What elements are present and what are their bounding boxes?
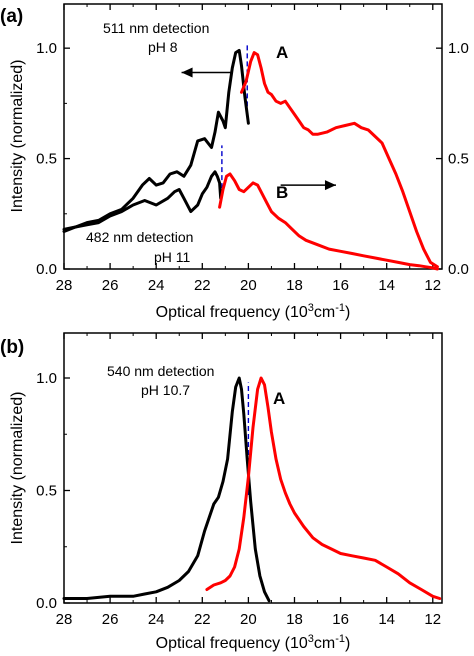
series-line-b-emission bbox=[218, 172, 439, 271]
x-tick-label: 28 bbox=[56, 277, 73, 294]
panel-b-annotation-top-line1: 540 nm detection bbox=[107, 363, 214, 379]
x-tick-label: 26 bbox=[102, 277, 119, 294]
panel-a-annotation-bottom-line1: 482 nm detection bbox=[86, 229, 193, 245]
x-tick-label: 16 bbox=[332, 611, 349, 628]
x-tick-label: 16 bbox=[332, 277, 349, 294]
panel-a-annotation-top-line2: pH 8 bbox=[148, 39, 178, 55]
panel-a: (a) 28 26 24 22 20 18 16 14 12 0.0 0.5 1.0 0.0 0.5 1… bbox=[0, 3, 469, 321]
direction-arrow-head bbox=[324, 180, 336, 191]
panel-b-y-axis-label: Intensity (normalized) bbox=[9, 392, 26, 545]
panel-b-y-ticks: 0.0 0.5 1.0 bbox=[36, 370, 70, 612]
panel-a-y-ticks-right: 0.0 0.5 1.0 bbox=[436, 40, 469, 278]
panel-b-x-ticks: 28 26 24 22 20 18 16 14 12 bbox=[56, 333, 441, 628]
y-tick-label: 0.0 bbox=[36, 595, 57, 612]
x-tick-label: 20 bbox=[240, 277, 257, 294]
x-tick-label: 14 bbox=[378, 277, 395, 294]
series-line-emission bbox=[205, 376, 442, 600]
y-tick-label: 0.5 bbox=[36, 483, 57, 500]
x-tick-label: 12 bbox=[424, 611, 441, 628]
x-tick-label: 24 bbox=[148, 611, 165, 628]
x-tick-label: 26 bbox=[102, 611, 119, 628]
y-tick-label: 0.5 bbox=[36, 151, 57, 168]
panel-a-curve-label-a: A bbox=[276, 43, 288, 62]
y-right-tick-label: 1.0 bbox=[448, 40, 469, 57]
panel-a-curve-label-b: B bbox=[276, 183, 288, 202]
x-tick-label: 18 bbox=[286, 277, 303, 294]
series-line-a-excitation bbox=[62, 48, 250, 233]
panel-a-x-axis-label: Optical frequency (103cm-1) bbox=[156, 302, 351, 321]
series-line-b-excitation bbox=[62, 170, 223, 231]
series-line-a-emission bbox=[240, 51, 439, 269]
x-tick-label: 14 bbox=[378, 611, 395, 628]
x-tick-label: 22 bbox=[194, 611, 211, 628]
panel-a-label: (a) bbox=[0, 6, 23, 27]
x-tick-label: 28 bbox=[56, 611, 73, 628]
y-tick-label: 1.0 bbox=[36, 370, 57, 387]
x-tick-label: 18 bbox=[286, 611, 303, 628]
panel-b-curve-label-a: A bbox=[273, 389, 285, 408]
direction-arrow-head bbox=[181, 67, 193, 78]
panel-a-annotation-bottom-line2: pH 11 bbox=[154, 249, 191, 265]
panel-a-series bbox=[62, 48, 439, 271]
x-tick-label: 12 bbox=[424, 277, 441, 294]
panel-b: (b) 28 26 24 22 20 18 16 14 12 0.0 0.5 1.0 540 nm … bbox=[0, 332, 443, 652]
panel-a-annotation-top-line1: 511 nm detection bbox=[103, 20, 209, 36]
panel-a-x-ticks: 28 26 24 22 20 18 16 14 12 bbox=[56, 4, 441, 294]
x-tick-label: 24 bbox=[148, 277, 165, 294]
panel-a-plot-frame bbox=[63, 3, 443, 270]
y-right-tick-label: 0.5 bbox=[448, 151, 469, 168]
panel-b-annotation-top-line2: pH 10.7 bbox=[141, 382, 190, 398]
panel-b-plot-frame bbox=[63, 332, 443, 604]
panel-b-label: (b) bbox=[0, 337, 24, 358]
y-tick-label: 0.0 bbox=[36, 261, 57, 278]
panel-b-series bbox=[62, 376, 442, 603]
x-tick-label: 22 bbox=[194, 277, 211, 294]
panel-a-y-ticks-left: 0.0 0.5 1.0 bbox=[36, 40, 70, 278]
x-tick-label: 20 bbox=[240, 611, 257, 628]
panel-a-arrows bbox=[181, 67, 336, 191]
series-line-excitation bbox=[62, 376, 271, 603]
y-right-tick-label: 0.0 bbox=[448, 261, 469, 278]
panel-b-x-axis-label: Optical frequency (103cm-1) bbox=[156, 633, 351, 652]
panel-a-y-axis-label: Intensity (normalized) bbox=[9, 60, 26, 213]
y-tick-label: 1.0 bbox=[36, 40, 57, 57]
